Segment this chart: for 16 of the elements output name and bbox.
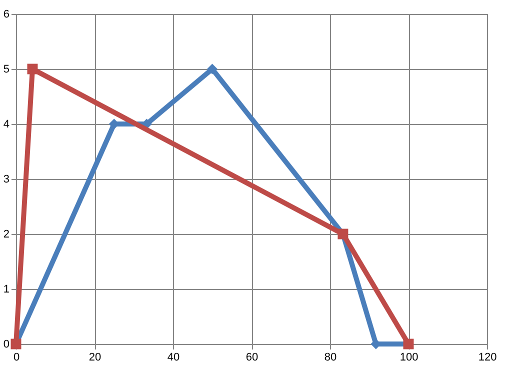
x-tick-label: 40 [167, 352, 180, 364]
point [207, 64, 218, 74]
y-tick-label: 0 [3, 338, 10, 350]
y-tick-label: 6 [3, 8, 10, 20]
y-tick-label: 5 [3, 64, 10, 76]
x-tick-label: 120 [478, 352, 497, 364]
point [27, 64, 38, 74]
y-tick-label: 3 [3, 174, 10, 186]
x-tick-label: 20 [88, 352, 102, 364]
x-tick-label: 0 [13, 352, 20, 364]
x-tick-label: 100 [400, 352, 418, 364]
y-tick-label: 2 [3, 228, 10, 240]
x-tick-label: 60 [246, 352, 258, 364]
x-tick-label: 80 [324, 352, 337, 364]
y-tick-label: 4 [3, 118, 10, 130]
y-tick-label: 1 [3, 284, 10, 296]
